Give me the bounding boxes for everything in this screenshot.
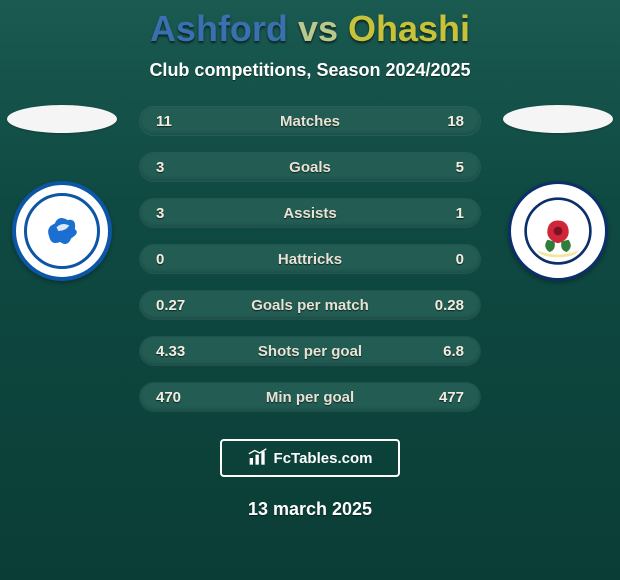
bar-chart-icon [248,448,268,468]
stat-right-value: 6.8 [443,343,464,360]
stat-row: 3Goals5 [140,153,480,181]
team2-crest [508,181,608,281]
stat-left-value: 4.33 [156,343,185,360]
right-side [498,107,618,281]
player2-photo-placeholder [503,105,613,133]
player1-photo-placeholder [7,105,117,133]
stat-left-value: 470 [156,389,181,406]
bluebird-icon [40,209,84,253]
stat-right-value: 0.28 [435,297,464,314]
stat-row: 3Assists1 [140,199,480,227]
footer-badge[interactable]: FcTables.com [220,439,400,477]
stat-left-value: 0 [156,251,164,268]
stat-left-value: 3 [156,205,164,222]
player2-name: Ohashi [348,8,470,49]
stat-row: 0.27Goals per match0.28 [140,291,480,319]
stat-label: Matches [140,113,480,130]
player1-name: Ashford [150,8,288,49]
stat-label: Hattricks [140,251,480,268]
stat-label: Goals [140,159,480,176]
stat-row: 0Hattricks0 [140,245,480,273]
date-text: 13 march 2025 [0,499,620,520]
stats-column: 11Matches183Goals53Assists10Hattricks00.… [140,107,480,411]
stat-right-value: 1 [456,205,464,222]
stat-left-value: 3 [156,159,164,176]
rose-crest-icon [523,196,593,266]
main-container: Ashford vs Ohashi Club competitions, Sea… [0,0,620,580]
stat-right-value: 18 [447,113,464,130]
stat-label: Goals per match [140,297,480,314]
stat-right-value: 0 [456,251,464,268]
subtitle: Club competitions, Season 2024/2025 [0,60,620,81]
stat-right-value: 5 [456,159,464,176]
vs-text: vs [298,8,338,49]
team1-crest [12,181,112,281]
stat-label: Shots per goal [140,343,480,360]
stat-row: 4.33Shots per goal6.8 [140,337,480,365]
stat-label: Min per goal [140,389,480,406]
stat-left-value: 11 [156,113,172,130]
main-row: 11Matches183Goals53Assists10Hattricks00.… [0,107,620,411]
stat-row: 11Matches18 [140,107,480,135]
stat-label: Assists [140,205,480,222]
left-side [2,107,122,281]
footer-label: FcTables.com [274,450,373,467]
stat-right-value: 477 [439,389,464,406]
stat-row: 470Min per goal477 [140,383,480,411]
stat-left-value: 0.27 [156,297,185,314]
page-title: Ashford vs Ohashi [0,8,620,50]
team1-crest-inner [24,193,100,269]
